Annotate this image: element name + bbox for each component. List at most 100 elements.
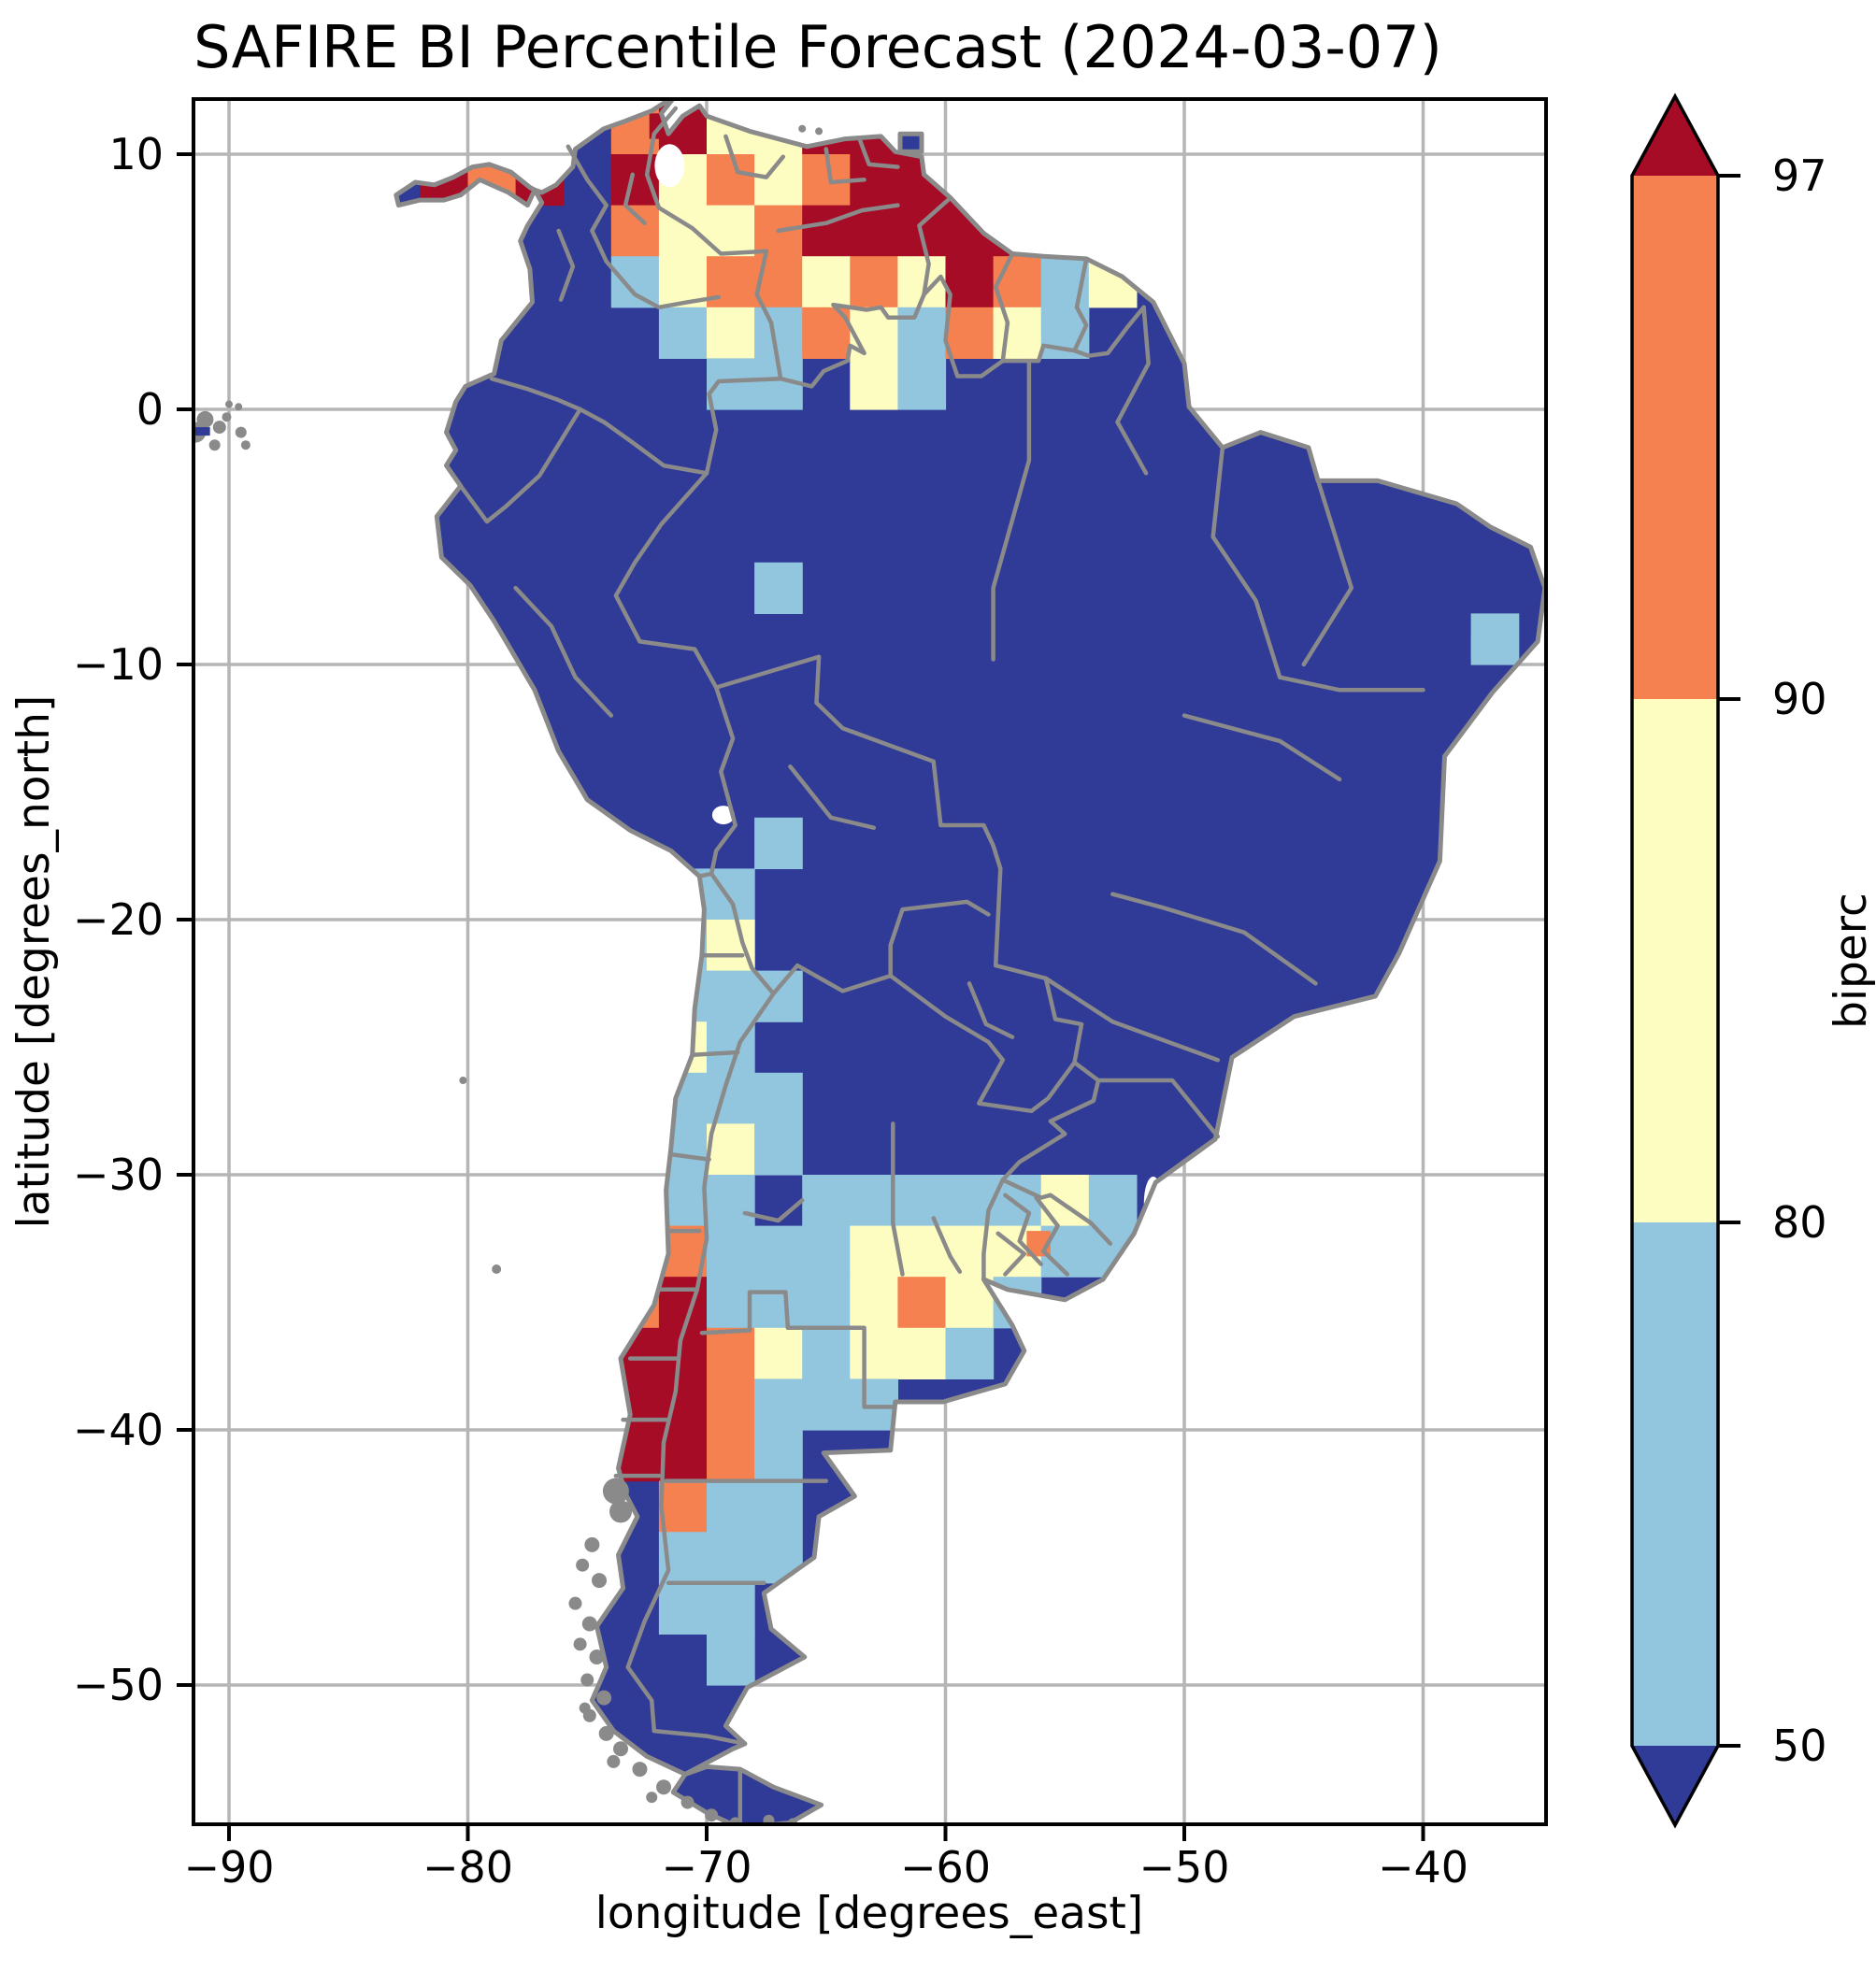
admin-border bbox=[888, 899, 991, 978]
raster-cell bbox=[658, 1021, 708, 1074]
raster-cell bbox=[802, 1378, 851, 1431]
islet bbox=[225, 400, 233, 408]
admin-border bbox=[1277, 675, 1425, 693]
islet bbox=[492, 1264, 502, 1275]
raster-cell bbox=[850, 1277, 898, 1329]
raster-cell bbox=[897, 1175, 947, 1227]
islet bbox=[632, 1762, 648, 1778]
raster-cell bbox=[993, 307, 1042, 359]
raster-cell bbox=[707, 1634, 755, 1686]
islet bbox=[459, 1076, 467, 1084]
raster-cell bbox=[850, 1225, 898, 1278]
islet bbox=[573, 1637, 587, 1651]
raster-cell bbox=[1470, 634, 1500, 660]
y-tick-label: −10 bbox=[73, 639, 164, 690]
plot-title: SAFIRE BI Percentile Forecast (2024-03-0… bbox=[193, 13, 1442, 81]
islet bbox=[602, 1478, 629, 1505]
admin-border bbox=[1000, 1178, 1113, 1246]
islet-specks bbox=[193, 124, 823, 1824]
x-axis-label: longitude [degrees_east] bbox=[595, 1888, 1143, 1939]
islet bbox=[592, 1573, 608, 1589]
admin-border bbox=[857, 136, 900, 169]
admin-border bbox=[742, 1198, 805, 1223]
x-tick-label: −40 bbox=[1378, 1842, 1468, 1892]
admin-border bbox=[458, 407, 582, 524]
islet bbox=[581, 1616, 597, 1632]
admin-border bbox=[723, 134, 786, 179]
admin-border bbox=[891, 1121, 905, 1277]
admin-border bbox=[623, 172, 647, 225]
admin-border bbox=[776, 203, 900, 234]
x-tick-label: −80 bbox=[422, 1842, 513, 1892]
admin-border bbox=[690, 1050, 740, 1057]
admin-border bbox=[1043, 976, 1221, 1063]
raster-cell bbox=[802, 1225, 851, 1278]
raster-cell bbox=[1088, 1225, 1138, 1278]
plot-border bbox=[192, 97, 1548, 1826]
colorbar-axis-label: biperc bbox=[1826, 893, 1876, 1029]
raster-cell bbox=[1040, 205, 1090, 257]
raster-cell bbox=[850, 1378, 898, 1431]
raster-cell bbox=[707, 1123, 755, 1176]
admin-border bbox=[668, 1151, 711, 1162]
raster-cell bbox=[707, 1582, 755, 1635]
y-tick-label: 10 bbox=[108, 129, 164, 179]
y-tick-label: −40 bbox=[73, 1405, 164, 1455]
islet bbox=[598, 1725, 614, 1741]
raster-cell bbox=[754, 1532, 803, 1584]
raster-cell bbox=[754, 1430, 803, 1482]
raster-cell bbox=[945, 307, 995, 359]
raster-cell bbox=[707, 307, 755, 359]
admin-border bbox=[1072, 256, 1089, 353]
islet bbox=[705, 1808, 719, 1822]
raster-cell bbox=[754, 1277, 803, 1329]
raster-cell bbox=[897, 358, 947, 410]
axis-ticks: −90 −80 −70 −60 −50 −40 10 0 −10 −20 −30 −40 −50 bbox=[73, 129, 1468, 1892]
y-tick-label: 0 bbox=[136, 384, 164, 435]
raster-cell bbox=[945, 256, 995, 308]
raster-cell bbox=[658, 1123, 708, 1176]
raster-cell bbox=[754, 562, 803, 614]
lake bbox=[654, 144, 685, 188]
colorbar-over-arrow bbox=[1632, 96, 1718, 176]
raster-cell bbox=[802, 1175, 851, 1227]
raster-cell bbox=[610, 154, 660, 207]
raster-cell bbox=[945, 205, 995, 257]
raster-cell bbox=[850, 256, 898, 308]
admin-border bbox=[1181, 713, 1342, 782]
raster-cell bbox=[802, 1327, 851, 1379]
admin-border bbox=[888, 973, 1077, 1114]
admin-border bbox=[513, 585, 614, 718]
colorbar-tick-label: 80 bbox=[1772, 1197, 1827, 1248]
islet bbox=[576, 1558, 590, 1572]
raster-cell bbox=[897, 307, 947, 359]
islet bbox=[596, 1690, 612, 1706]
raster-cell bbox=[993, 205, 1042, 257]
admin-border bbox=[771, 963, 893, 996]
lake bbox=[1143, 1177, 1163, 1230]
raster-cell bbox=[610, 1378, 660, 1431]
colorbar: 97 90 80 50 bbox=[1630, 93, 1827, 1829]
admin-border bbox=[917, 197, 951, 297]
islet bbox=[584, 1536, 600, 1552]
x-tick-label: −60 bbox=[900, 1842, 991, 1892]
islet bbox=[208, 439, 221, 451]
raster-cell bbox=[931, 164, 965, 195]
raster-cell bbox=[658, 1582, 708, 1635]
lake bbox=[711, 806, 735, 825]
admin-border bbox=[566, 144, 609, 264]
raster-cell bbox=[707, 1225, 755, 1278]
raster-cell bbox=[897, 1327, 947, 1379]
islet bbox=[589, 1649, 605, 1664]
landmass bbox=[900, 134, 922, 152]
raster-cell bbox=[707, 970, 755, 1022]
admin-border bbox=[788, 764, 877, 830]
coastline bbox=[434, 99, 1546, 1777]
islet bbox=[815, 127, 823, 136]
admin-border bbox=[931, 1216, 963, 1274]
raster-cell bbox=[754, 307, 803, 359]
raster-cell bbox=[707, 1480, 755, 1533]
admin-border bbox=[704, 376, 783, 476]
raster-cell bbox=[658, 1430, 708, 1482]
